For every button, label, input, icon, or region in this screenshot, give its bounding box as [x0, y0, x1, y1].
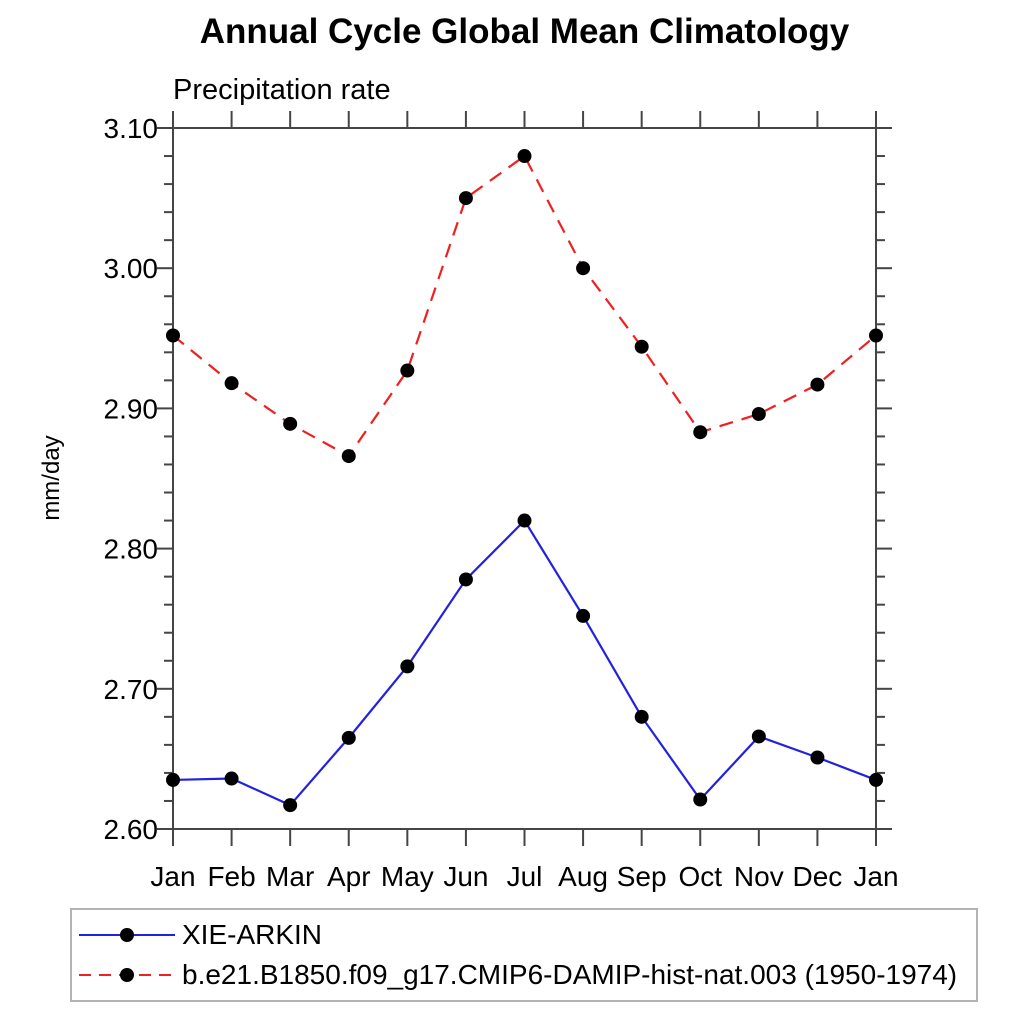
- data-point-marker: [751, 729, 766, 744]
- x-tick-label: Jan: [150, 861, 195, 892]
- y-tick-label: 2.90: [104, 393, 159, 424]
- x-tick-label: Feb: [207, 861, 255, 892]
- chart-title: Annual Cycle Global Mean Climatology: [199, 12, 850, 51]
- x-tick-label: May: [381, 861, 434, 892]
- data-point-marker: [458, 572, 473, 587]
- legend-label: b.e21.B1850.f09_g17.CMIP6-DAMIP-hist-nat…: [182, 959, 958, 990]
- chart-subtitle: Precipitation rate: [173, 74, 391, 106]
- data-point-marker: [576, 261, 591, 276]
- legend-entry: b.e21.B1850.f09_g17.CMIP6-DAMIP-hist-nat…: [77, 958, 976, 992]
- legend-line-sample-dashed: [79, 968, 175, 982]
- data-point-marker: [166, 772, 180, 787]
- legend-marker-icon: [120, 968, 134, 982]
- data-point-marker: [166, 328, 180, 343]
- y-tick-label: 2.60: [104, 814, 159, 845]
- x-tick-label: Dec: [793, 861, 843, 892]
- data-point-marker: [576, 608, 591, 623]
- x-tick-label: Aug: [558, 861, 608, 892]
- data-point-marker: [693, 425, 708, 440]
- legend-label: XIE-ARKIN: [182, 919, 323, 950]
- data-point-marker: [283, 416, 298, 431]
- legend-line-sample-solid: [79, 928, 175, 942]
- y-tick-label: 3.00: [104, 253, 159, 284]
- legend-box: XIE-ARKIN b.e21.B1850.f09_g17.CMIP6-DAMI…: [70, 908, 978, 1002]
- data-point-marker: [693, 792, 708, 807]
- data-point-marker: [869, 772, 883, 787]
- data-point-marker: [869, 328, 883, 343]
- y-tick-label: 3.10: [104, 113, 159, 144]
- legend-entry: XIE-ARKIN: [77, 918, 976, 952]
- series-line-1: [172, 154, 877, 458]
- y-tick-label: 2.70: [104, 674, 159, 705]
- data-point-marker: [224, 771, 239, 786]
- data-point-marker: [634, 709, 649, 724]
- data-point-marker: [751, 407, 766, 422]
- x-tick-label: Nov: [734, 861, 784, 892]
- data-point-marker: [517, 513, 532, 528]
- data-point-marker: [400, 659, 415, 674]
- x-tick-label: Jun: [443, 861, 488, 892]
- data-point-marker: [400, 363, 415, 378]
- data-point-marker: [458, 191, 473, 206]
- series-line-0: [172, 518, 877, 807]
- data-point-marker: [224, 376, 239, 391]
- data-point-marker: [810, 750, 825, 765]
- axis-frame: [172, 127, 877, 830]
- x-tick-label: Jul: [507, 861, 543, 892]
- legend-marker-icon: [120, 928, 134, 942]
- x-tick-label: Oct: [678, 861, 722, 892]
- x-tick-label: Jan: [853, 861, 898, 892]
- x-tick-label: Apr: [327, 861, 371, 892]
- data-point-marker: [283, 798, 298, 813]
- x-tick-label: Mar: [266, 861, 314, 892]
- y-tick-label: 2.80: [104, 534, 159, 565]
- data-point-marker: [810, 377, 825, 392]
- data-point-marker: [341, 730, 356, 745]
- data-point-marker: [341, 449, 356, 464]
- data-point-marker: [634, 339, 649, 354]
- x-tick-label: Sep: [617, 861, 667, 892]
- data-point-marker: [517, 149, 532, 164]
